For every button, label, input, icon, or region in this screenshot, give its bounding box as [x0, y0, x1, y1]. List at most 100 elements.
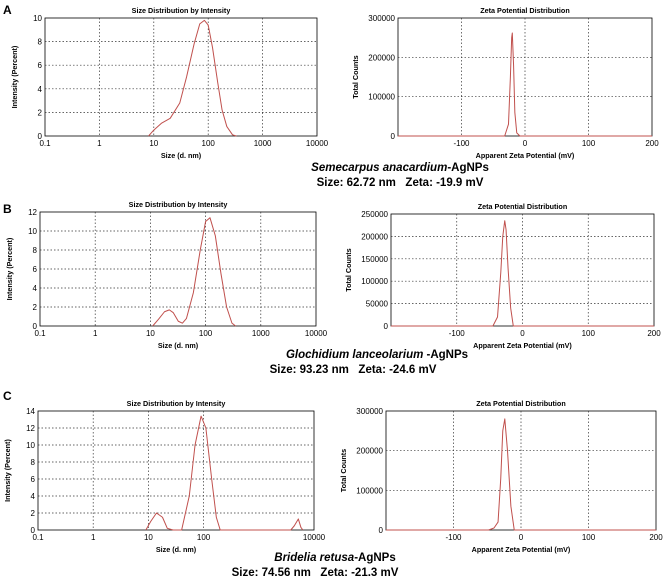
chart-a-zeta-potential: Zeta Potential Distribution -100 0 100 200 0 1… [351, 6, 659, 160]
x-tick-label: 10 [149, 139, 158, 148]
caption-b-name: Glochidium lanceolarium [286, 349, 423, 361]
y-tick-label: 250000 [361, 210, 388, 219]
series-line [398, 32, 652, 137]
y-tick-label: 100000 [361, 277, 388, 286]
chart-title: Size Distribution by Intensity [127, 399, 226, 408]
x-tick-label: 100 [199, 329, 213, 338]
y-tick-label: 4 [38, 85, 43, 94]
x-tick-label: 1 [97, 139, 102, 148]
x-tick-label: 0 [520, 329, 525, 338]
y-tick-label: 6 [33, 265, 38, 274]
x-axis-label: Size (d. nm) [158, 341, 199, 350]
x-tick-label: 200 [649, 533, 663, 542]
series-line [386, 418, 656, 531]
y-tick-label: 0 [379, 526, 384, 535]
y-tick-label: 10 [33, 14, 42, 23]
caption-c-line2: Size: 74.56 nm Zeta: -21.3 mV [232, 567, 399, 579]
y-axis-label: Intensity (Percent) [10, 45, 19, 108]
series-line [391, 220, 654, 327]
y-axis-label: Intensity (Percent) [5, 237, 14, 300]
x-tick-label: 1 [91, 533, 96, 542]
y-tick-label: 12 [26, 424, 35, 433]
caption-b-line1: Glochidium lanceolarium -AgNPs [286, 349, 468, 361]
series-line [145, 415, 304, 531]
panel-letter-b: B [3, 202, 12, 216]
y-axis-label: Total Counts [351, 55, 360, 98]
series-line [152, 217, 236, 327]
y-tick-label: 8 [33, 246, 38, 255]
caption-a-line2: Size: 62.72 nm Zeta: -19.9 mV [317, 177, 484, 189]
y-tick-label: 10 [28, 227, 37, 236]
x-tick-label: -100 [449, 329, 466, 338]
y-tick-label: 8 [31, 458, 36, 467]
x-tick-label: -100 [445, 533, 462, 542]
x-axis-label: Apparent Zeta Potential (mV) [476, 151, 575, 160]
y-tick-label: 200000 [368, 53, 395, 62]
x-tick-label: 0 [519, 533, 524, 542]
x-tick-label: 0.1 [39, 139, 51, 148]
x-tick-label: 100 [197, 533, 211, 542]
x-tick-label: 0 [523, 139, 528, 148]
y-axis-label: Intensity (Percent) [3, 439, 12, 502]
y-tick-label: 6 [38, 61, 43, 70]
caption-a-line1: Semecarpus anacardium-AgNPs [311, 162, 489, 174]
y-tick-label: 200000 [361, 232, 388, 241]
x-axis-label: Apparent Zeta Potential (mV) [473, 341, 572, 350]
caption-c-line1: Bridelia retusa-AgNPs [274, 552, 395, 564]
x-tick-label: 200 [647, 329, 661, 338]
y-tick-label: 0 [31, 526, 36, 535]
caption-c-suffix: -AgNPs [354, 552, 396, 564]
y-axis-label: Total Counts [339, 449, 348, 492]
y-tick-label: 8 [38, 38, 43, 47]
y-tick-label: 4 [33, 284, 38, 293]
x-tick-label: 10000 [305, 329, 328, 338]
x-tick-label: 1 [93, 329, 98, 338]
caption-b-line2: Size: 93.23 nm Zeta: -24.6 mV [270, 364, 437, 376]
chart-title: Size Distribution by Intensity [132, 6, 231, 15]
y-tick-label: 200000 [356, 447, 383, 456]
y-tick-label: 10 [26, 441, 35, 450]
y-tick-label: 100000 [368, 93, 395, 102]
x-tick-label: 10 [146, 329, 155, 338]
y-tick-label: 0 [33, 322, 38, 331]
panel-letter-c: C [3, 389, 12, 403]
y-tick-label: 300000 [356, 407, 383, 416]
y-tick-label: 300000 [368, 14, 395, 23]
panel-letter-a: A [3, 3, 12, 17]
plot-frame [44, 17, 318, 137]
x-axis-label: Size (d. nm) [156, 545, 197, 554]
x-tick-label: 0.1 [34, 329, 46, 338]
caption-c-name: Bridelia retusa [274, 552, 354, 564]
y-tick-label: 12 [28, 208, 37, 217]
x-tick-label: -100 [453, 139, 470, 148]
chart-title: Zeta Potential Distribution [478, 202, 567, 211]
x-axis-label: Apparent Zeta Potential (mV) [472, 545, 571, 554]
x-tick-label: 100 [582, 533, 596, 542]
x-tick-label: 10000 [306, 139, 329, 148]
y-tick-label: 150000 [361, 255, 388, 264]
y-tick-label: 100000 [356, 486, 383, 495]
caption-a-name: Semecarpus anacardium [311, 162, 447, 174]
caption-b-suffix: -AgNPs [423, 349, 468, 361]
y-tick-label: 14 [26, 407, 35, 416]
chart-b-zeta-potential: Zeta Potential Distribution -100 0 100 200 0 5… [344, 202, 661, 350]
y-axis-label: Total Counts [344, 248, 353, 291]
chart-c-zeta-potential: Zeta Potential Distribution -100 0 100 200 0 1… [339, 399, 663, 554]
x-tick-label: 10 [144, 533, 153, 542]
y-tick-label: 2 [31, 509, 36, 518]
y-tick-label: 4 [31, 492, 36, 501]
y-tick-label: 0 [391, 132, 396, 141]
caption-a-suffix: -AgNPs [447, 162, 489, 174]
x-tick-label: 10000 [303, 533, 326, 542]
x-tick-label: 100 [582, 139, 596, 148]
y-tick-label: 0 [384, 322, 389, 331]
x-tick-label: 1000 [252, 329, 270, 338]
chart-title: Size Distribution by Intensity [129, 200, 228, 209]
y-tick-label: 50000 [366, 300, 389, 309]
chart-title: Zeta Potential Distribution [476, 399, 565, 408]
